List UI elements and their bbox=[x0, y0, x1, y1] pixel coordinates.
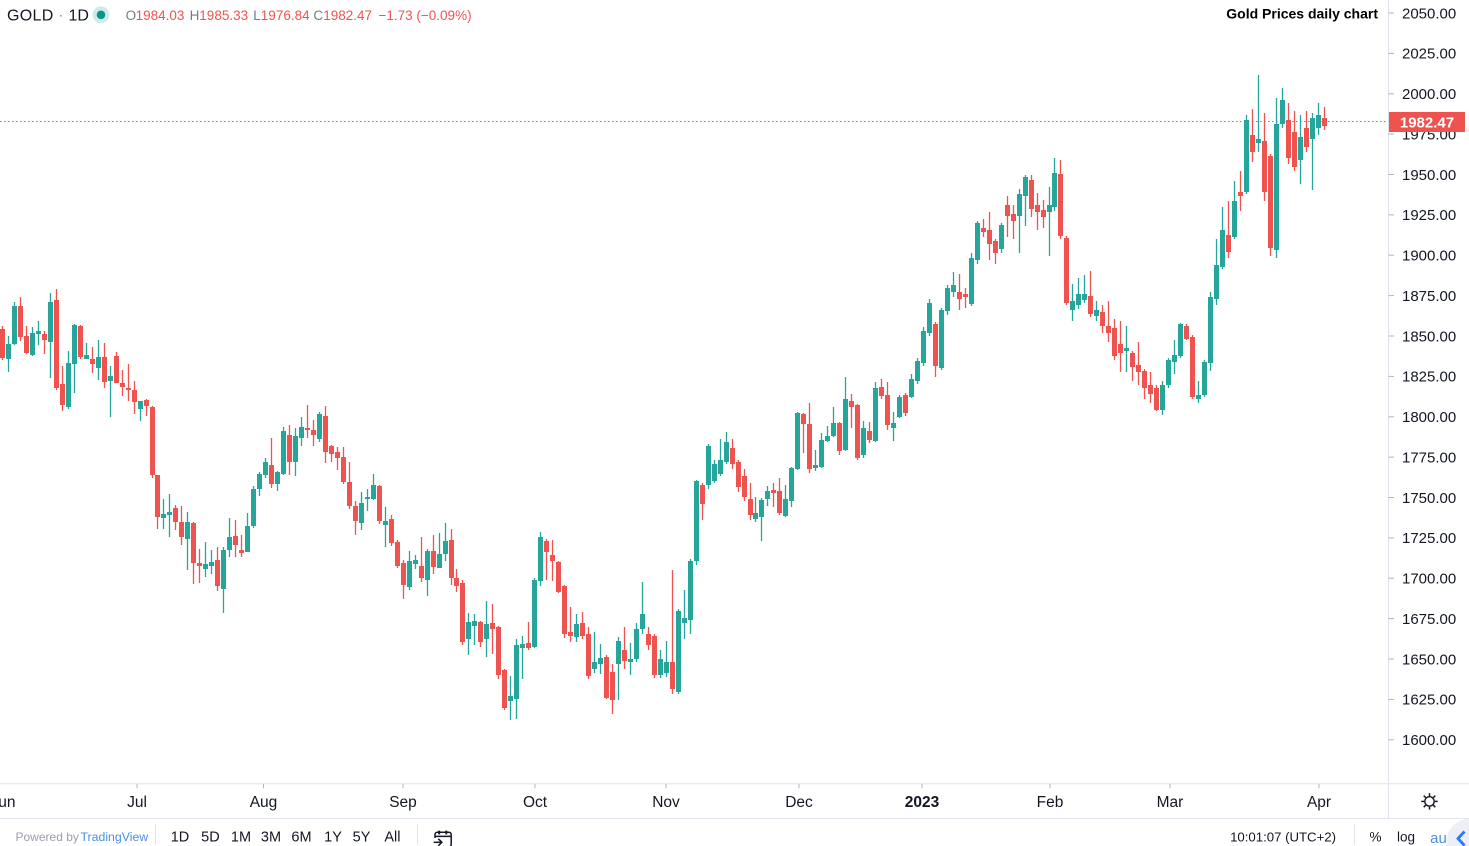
svg-text:1850.00: 1850.00 bbox=[1402, 328, 1456, 345]
svg-text:1985.33: 1985.33 bbox=[199, 8, 248, 23]
svg-text:Jun: Jun bbox=[0, 794, 16, 811]
svg-text:L: L bbox=[253, 8, 261, 23]
svg-text:log: log bbox=[1397, 830, 1415, 845]
svg-text:All: All bbox=[384, 830, 400, 846]
svg-text:C: C bbox=[313, 8, 323, 23]
svg-text:Sep: Sep bbox=[389, 794, 417, 811]
svg-text:5Y: 5Y bbox=[353, 830, 371, 846]
svg-text:1875.00: 1875.00 bbox=[1402, 288, 1456, 305]
svg-text:1625.00: 1625.00 bbox=[1402, 692, 1456, 709]
svg-text:Dec: Dec bbox=[785, 794, 813, 811]
svg-text:Oct: Oct bbox=[523, 794, 548, 811]
svg-text:1675.00: 1675.00 bbox=[1402, 611, 1456, 628]
svg-text:%: % bbox=[1369, 830, 1381, 845]
svg-text:2050.00: 2050.00 bbox=[1402, 5, 1456, 22]
svg-text:1950.00: 1950.00 bbox=[1402, 167, 1456, 184]
svg-text:1650.00: 1650.00 bbox=[1402, 651, 1456, 668]
svg-text:1775.00: 1775.00 bbox=[1402, 449, 1456, 466]
svg-text:Feb: Feb bbox=[1037, 794, 1064, 811]
svg-text:au: au bbox=[1430, 830, 1447, 846]
svg-text:2023: 2023 bbox=[905, 794, 940, 811]
svg-text:1982.47: 1982.47 bbox=[1400, 114, 1454, 131]
svg-text:Nov: Nov bbox=[652, 794, 680, 811]
svg-text:1800.00: 1800.00 bbox=[1402, 409, 1456, 426]
svg-text:1Y: 1Y bbox=[324, 830, 342, 846]
svg-text:·: · bbox=[59, 7, 64, 23]
svg-text:2000.00: 2000.00 bbox=[1402, 86, 1456, 103]
svg-text:2025.00: 2025.00 bbox=[1402, 46, 1456, 63]
svg-text:1750.00: 1750.00 bbox=[1402, 490, 1456, 507]
svg-text:Gold Prices daily chart: Gold Prices daily chart bbox=[1226, 5, 1378, 21]
svg-text:Jul: Jul bbox=[127, 794, 147, 811]
svg-text:1925.00: 1925.00 bbox=[1402, 207, 1456, 224]
svg-text:−1.73 (−0.09%): −1.73 (−0.09%) bbox=[379, 8, 472, 23]
svg-text:5D: 5D bbox=[201, 830, 220, 846]
svg-text:1D: 1D bbox=[171, 830, 190, 846]
svg-text:6M: 6M bbox=[291, 830, 311, 846]
svg-text:1976.84: 1976.84 bbox=[261, 8, 310, 23]
svg-text:1982.47: 1982.47 bbox=[323, 8, 372, 23]
svg-text:1M: 1M bbox=[231, 830, 251, 846]
svg-text:1825.00: 1825.00 bbox=[1402, 369, 1456, 386]
svg-text:3M: 3M bbox=[261, 830, 281, 846]
svg-text:Apr: Apr bbox=[1307, 794, 1331, 811]
svg-text:1984.03: 1984.03 bbox=[136, 8, 185, 23]
svg-text:10:01:07 (UTC+2): 10:01:07 (UTC+2) bbox=[1230, 830, 1336, 845]
svg-text:Aug: Aug bbox=[250, 794, 278, 811]
svg-text:1725.00: 1725.00 bbox=[1402, 530, 1456, 547]
svg-text:1700.00: 1700.00 bbox=[1402, 571, 1456, 588]
svg-text:Powered by: Powered by bbox=[16, 830, 79, 844]
svg-text:1D: 1D bbox=[69, 8, 89, 25]
svg-text:TradingView: TradingView bbox=[81, 830, 149, 844]
svg-text:H: H bbox=[190, 8, 200, 23]
svg-text:Mar: Mar bbox=[1157, 794, 1184, 811]
svg-text:1900.00: 1900.00 bbox=[1402, 248, 1456, 265]
svg-text:GOLD: GOLD bbox=[7, 8, 54, 25]
svg-text:1600.00: 1600.00 bbox=[1402, 732, 1456, 749]
svg-text:O: O bbox=[126, 8, 137, 23]
